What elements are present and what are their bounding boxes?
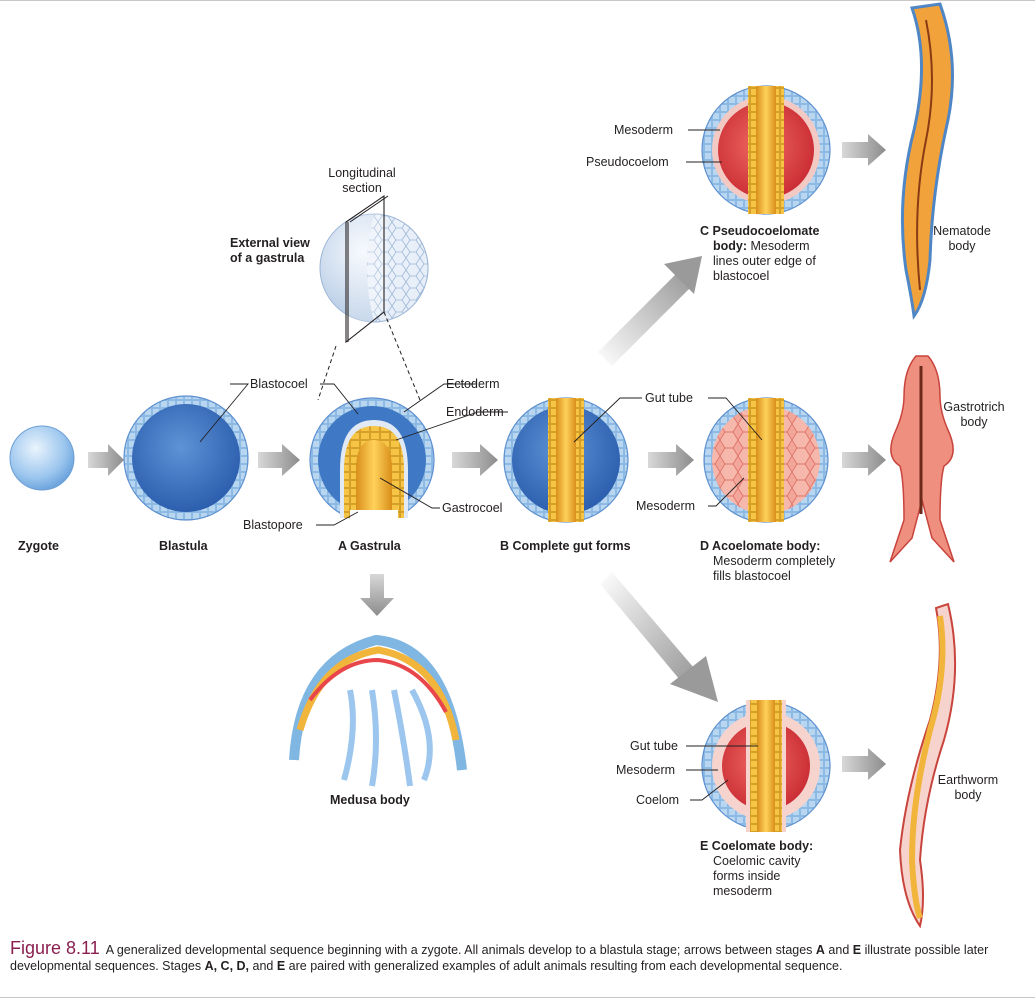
caption-a: A [815, 943, 825, 957]
caption-text-1: A generalized developmental sequence beg… [105, 943, 816, 957]
diagram-art [9, 2, 957, 929]
label-gut-tube-d: Gut tube [645, 391, 693, 405]
stage-d-rest2: fills blastocoel [713, 569, 791, 583]
stage-d-text: D Acoelomate body: Mesoderm completely f… [700, 539, 835, 584]
arrow-to-medusa [360, 574, 394, 616]
arrow-to-e-head [670, 656, 718, 702]
stage-d-head: D Acoelomate body: [700, 539, 821, 553]
arrow-to-c-head [664, 256, 702, 294]
stage-e-rest3: mesoderm [713, 884, 773, 898]
label-mesoderm-d: Mesoderm [636, 499, 696, 513]
stage-b-complete-gut: B Complete gut forms [500, 539, 631, 553]
stage-c-text: C Pseudocoelomate body: Mesoderm lines o… [700, 224, 819, 284]
label-coelom: Coelom [636, 793, 680, 807]
caption-e: E [852, 943, 862, 957]
figure-caption: Figure 8.11 A generalized developmental s… [10, 938, 1025, 974]
label-mesoderm-c: Mesoderm [614, 123, 674, 137]
gastrula-section [309, 397, 435, 524]
bottom-rule [0, 997, 1035, 998]
caption-figure-number: Figure 8.11 [10, 938, 100, 958]
complete-gut-stage [503, 397, 629, 523]
label-endoderm: Endoderm [446, 405, 504, 419]
label-pseudocoelom: Pseudocoelom [586, 155, 669, 169]
stage-e-head: E Coelomate body: [700, 839, 814, 853]
label-blastopore: Blastopore [243, 518, 303, 532]
caption-text-5: are paired with generalized examples of … [285, 959, 843, 973]
caption-text-4: and [249, 959, 277, 973]
arrow-to-c-body [598, 274, 690, 366]
medusa-illustration [289, 634, 467, 787]
arrow-to-e-body [600, 572, 694, 680]
stage-e-text: E Coelomate body: Coelomic cavity forms … [700, 839, 813, 899]
stage-d-rest: Mesoderm completely [713, 554, 836, 568]
earthworm-gut [908, 615, 946, 919]
label-nematode: Nematode body [933, 224, 991, 253]
label-earthworm: Earthworm body [937, 773, 999, 802]
label-blastocoel: Blastocoel [250, 377, 308, 391]
label-gastrotrich: Gastrotrich body [943, 400, 1005, 429]
zygote-cell [9, 425, 75, 491]
external-gastrula [317, 194, 429, 401]
stage-c-rest2: lines outer edge of [713, 254, 816, 268]
leader-lines [199, 129, 763, 801]
label-ectoderm: Ectoderm [446, 377, 500, 391]
earthworm-illustration [898, 602, 957, 929]
acoelomate-stage [703, 397, 829, 523]
pseudocoelomate-stage [701, 85, 831, 215]
stage-a-gastrula: A Gastrula [338, 539, 401, 553]
label-mesoderm-e: Mesoderm [616, 763, 676, 777]
label-gut-tube-e: Gut tube [630, 739, 678, 753]
coelomate-stage [701, 700, 831, 832]
caption-acde: A, C, D, [204, 959, 250, 973]
nematode-gut [916, 19, 933, 291]
label-external-view: External view of a gastrula [230, 236, 310, 265]
label-gastrocoel: Gastrocoel [442, 501, 503, 515]
caption-e2: E [276, 959, 286, 973]
stage-e-rest: Coelomic cavity [713, 854, 801, 868]
label-longitudinal-section: Longitudinal section [328, 166, 396, 195]
horizontal-arrows [88, 134, 886, 780]
caption-text-2: and [824, 943, 853, 957]
nematode-illustration [900, 2, 954, 320]
stage-c-head2: body: [713, 239, 748, 253]
stage-c-rest: Mesoderm [750, 239, 810, 253]
label-medusa: Medusa body [330, 793, 410, 807]
stage-c-rest3: blastocoel [713, 269, 770, 283]
stage-c-head: C Pseudocoelomate [700, 224, 820, 238]
blastula [123, 395, 249, 521]
stage-blastula: Blastula [159, 539, 208, 553]
stage-e-rest2: forms inside [713, 869, 781, 883]
stage-zygote: Zygote [18, 539, 59, 553]
top-rule [0, 0, 1035, 1]
caption-text-3: illustrate possible later developmental … [10, 943, 989, 973]
